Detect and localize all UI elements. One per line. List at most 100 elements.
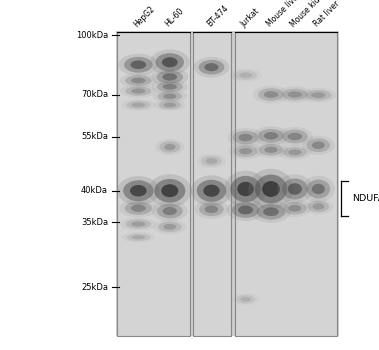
Ellipse shape	[282, 178, 308, 199]
Ellipse shape	[283, 202, 307, 215]
Ellipse shape	[257, 204, 285, 220]
Ellipse shape	[125, 219, 151, 229]
Ellipse shape	[239, 73, 252, 78]
Ellipse shape	[262, 181, 280, 197]
Ellipse shape	[259, 144, 283, 155]
Text: 100kDa: 100kDa	[76, 30, 108, 40]
Bar	[117, 32, 190, 336]
Ellipse shape	[197, 180, 226, 202]
Ellipse shape	[302, 176, 335, 202]
Ellipse shape	[205, 205, 218, 213]
Text: HepG2: HepG2	[132, 4, 157, 29]
Ellipse shape	[288, 91, 302, 98]
Ellipse shape	[118, 54, 158, 76]
Bar	[116, 31, 339, 336]
Ellipse shape	[229, 143, 263, 159]
Ellipse shape	[264, 147, 278, 153]
Ellipse shape	[308, 201, 329, 212]
Ellipse shape	[304, 198, 333, 215]
Ellipse shape	[288, 149, 302, 155]
Ellipse shape	[313, 203, 324, 210]
Ellipse shape	[233, 131, 258, 144]
Ellipse shape	[155, 139, 184, 155]
Ellipse shape	[160, 141, 180, 153]
Ellipse shape	[163, 207, 177, 215]
Ellipse shape	[288, 133, 302, 140]
Ellipse shape	[193, 57, 230, 77]
Ellipse shape	[131, 78, 146, 83]
Ellipse shape	[130, 61, 146, 69]
Bar	[235, 32, 337, 336]
Text: 25kDa: 25kDa	[81, 282, 108, 292]
Ellipse shape	[240, 297, 251, 302]
Ellipse shape	[288, 183, 302, 195]
Ellipse shape	[236, 295, 255, 303]
Text: 35kDa: 35kDa	[81, 218, 108, 227]
Ellipse shape	[234, 70, 257, 80]
Ellipse shape	[249, 169, 293, 209]
Text: Mouse liver: Mouse liver	[265, 0, 302, 29]
Ellipse shape	[278, 145, 312, 160]
Ellipse shape	[253, 126, 289, 145]
Ellipse shape	[224, 171, 267, 207]
Ellipse shape	[163, 74, 177, 80]
Ellipse shape	[127, 234, 150, 241]
Ellipse shape	[305, 90, 331, 100]
Ellipse shape	[264, 91, 278, 98]
Ellipse shape	[282, 130, 308, 144]
Ellipse shape	[197, 154, 226, 168]
Ellipse shape	[154, 99, 186, 111]
Ellipse shape	[125, 75, 152, 86]
Ellipse shape	[152, 201, 188, 221]
Ellipse shape	[229, 69, 262, 82]
Ellipse shape	[158, 91, 182, 101]
Text: Mouse kidney: Mouse kidney	[288, 0, 332, 29]
Ellipse shape	[307, 139, 330, 152]
Ellipse shape	[230, 176, 261, 202]
Ellipse shape	[120, 84, 157, 98]
Ellipse shape	[120, 217, 157, 231]
Ellipse shape	[277, 86, 313, 103]
Ellipse shape	[121, 99, 155, 111]
Ellipse shape	[199, 202, 224, 216]
Text: Rat liver: Rat liver	[312, 0, 341, 29]
Ellipse shape	[157, 204, 183, 218]
Ellipse shape	[164, 144, 175, 150]
Ellipse shape	[163, 224, 176, 230]
Ellipse shape	[227, 199, 265, 221]
Text: HL-60: HL-60	[163, 7, 186, 29]
Ellipse shape	[312, 184, 325, 194]
Ellipse shape	[122, 232, 155, 243]
Ellipse shape	[161, 184, 179, 197]
Ellipse shape	[204, 63, 219, 71]
Ellipse shape	[148, 174, 191, 207]
Ellipse shape	[125, 86, 151, 96]
Text: 40kDa: 40kDa	[81, 186, 108, 195]
Ellipse shape	[206, 158, 217, 164]
Ellipse shape	[282, 89, 308, 100]
Text: Jurkat: Jurkat	[239, 6, 262, 29]
Ellipse shape	[163, 94, 177, 99]
Bar	[193, 32, 231, 336]
Ellipse shape	[277, 174, 313, 204]
Ellipse shape	[232, 202, 259, 218]
Ellipse shape	[283, 147, 307, 158]
Ellipse shape	[238, 206, 253, 214]
Ellipse shape	[279, 199, 311, 217]
Ellipse shape	[131, 205, 146, 212]
Ellipse shape	[311, 92, 326, 98]
Ellipse shape	[277, 127, 313, 146]
Ellipse shape	[130, 185, 147, 197]
Ellipse shape	[258, 88, 284, 101]
Ellipse shape	[117, 176, 160, 205]
Ellipse shape	[254, 142, 288, 158]
Ellipse shape	[263, 208, 279, 216]
Ellipse shape	[233, 146, 258, 157]
Ellipse shape	[251, 201, 291, 223]
Ellipse shape	[150, 49, 190, 75]
Ellipse shape	[232, 293, 259, 305]
Ellipse shape	[151, 68, 188, 86]
Ellipse shape	[238, 134, 253, 141]
Ellipse shape	[123, 180, 153, 201]
Ellipse shape	[258, 129, 284, 143]
